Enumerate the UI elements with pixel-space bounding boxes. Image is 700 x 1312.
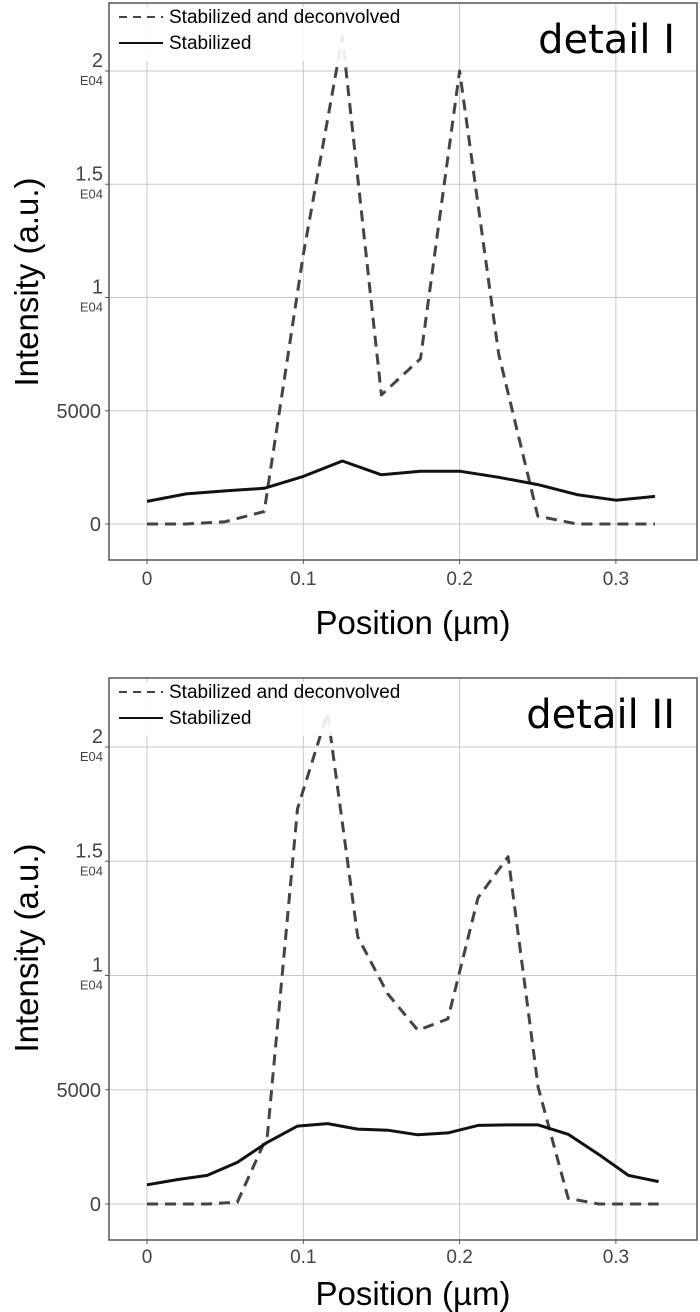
legend-background	[113, 7, 453, 61]
x-tick-label: 0.1	[290, 1247, 316, 1268]
y-tick-label: 0	[90, 1194, 101, 1216]
x-tick-label: 0.2	[446, 1247, 472, 1268]
y-axis-title: Intensity (a.u.)	[8, 177, 45, 386]
x-tick-label: 0.2	[446, 569, 472, 590]
plot-frame	[108, 2, 698, 561]
chart-panel-2: 0 0.1 0.2 0.3050001E041.5E042E04Stabilized …	[8, 677, 698, 1312]
y-tick-exponent: E04	[80, 300, 103, 315]
legend-label: Stabilized and deconvolved	[169, 7, 400, 28]
chart-title: detail I	[538, 17, 675, 63]
legend-background	[113, 682, 453, 736]
series-line-stabilized-deconvolved	[147, 35, 655, 526]
y-axis-title: Intensity (a.u.)	[8, 843, 45, 1052]
y-tick-label: 1.5	[75, 840, 103, 862]
y-tick-label: 2	[92, 726, 103, 748]
y-tick-exponent: E04	[80, 863, 103, 878]
x-axis-title: Position (µm)	[315, 1275, 510, 1312]
chart-panel-1: 0 0.1 0.2 0.3050001E041.5E042E04Stabilized …	[8, 2, 698, 641]
legend-label: Stabilized	[169, 33, 251, 54]
y-tick-label: 1	[92, 955, 103, 977]
plot-frame	[108, 677, 698, 1241]
chart-title: detail II	[526, 692, 675, 738]
y-tick-label: 1	[92, 277, 103, 299]
y-tick-label: 0	[90, 514, 101, 536]
x-tick-label: 0.3	[603, 1247, 629, 1268]
x-tick-label: 0	[142, 1247, 153, 1268]
x-tick-label: 0.3	[603, 569, 629, 590]
y-tick-label: 5000	[57, 1080, 102, 1102]
y-tick-exponent: E04	[80, 186, 103, 201]
legend-label: Stabilized	[169, 708, 251, 729]
legend-label: Stabilized and deconvolved	[169, 682, 400, 703]
y-tick-exponent: E04	[80, 749, 103, 764]
x-tick-label: 0	[142, 569, 153, 590]
x-tick-label: 0.1	[290, 569, 316, 590]
plot-background	[109, 678, 697, 1240]
series-line-stabilized	[146, 1122, 659, 1187]
y-tick-exponent: E04	[80, 73, 103, 88]
y-tick-label: 2	[92, 50, 103, 72]
series-line-stabilized	[146, 459, 656, 503]
series-line-stabilized-deconvolved	[147, 711, 659, 1206]
plot-background	[109, 3, 697, 560]
x-axis-title: Position (µm)	[315, 604, 510, 641]
y-tick-label: 5000	[57, 401, 102, 423]
y-tick-exponent: E04	[80, 978, 103, 993]
y-tick-label: 1.5	[75, 163, 103, 185]
